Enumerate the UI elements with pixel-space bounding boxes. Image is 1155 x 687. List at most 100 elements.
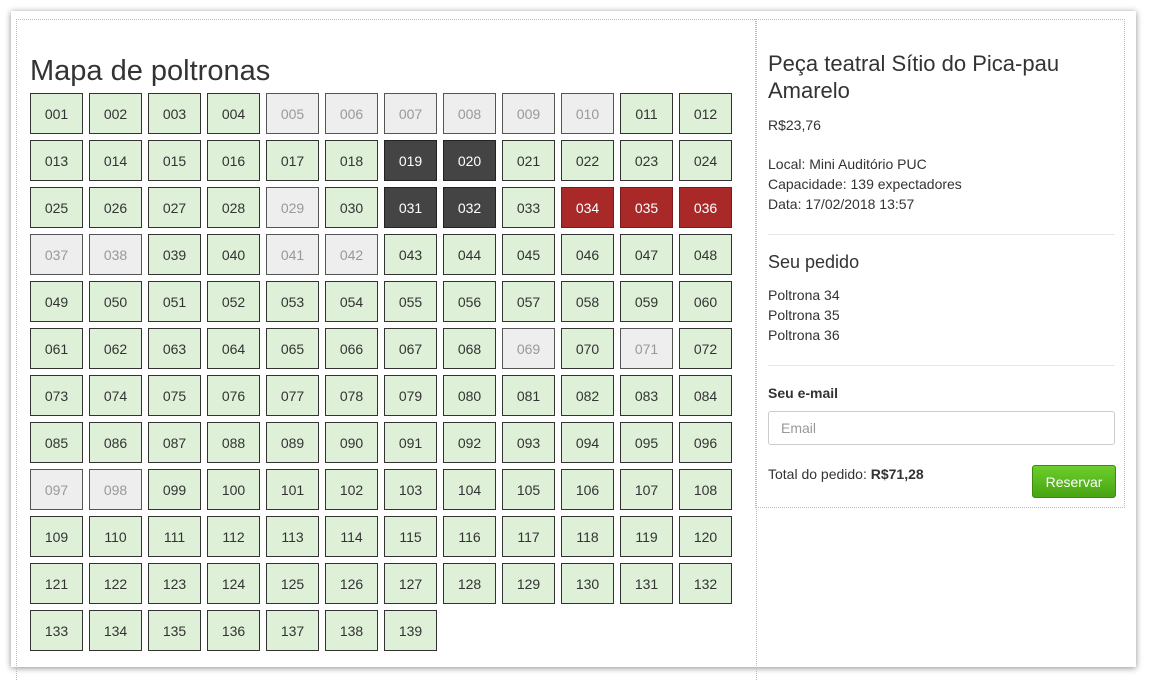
seat-055[interactable]: 055: [384, 281, 437, 322]
seat-015[interactable]: 015: [148, 140, 201, 181]
seat-093[interactable]: 093: [502, 422, 555, 463]
seat-038[interactable]: 038: [89, 234, 142, 275]
seat-042[interactable]: 042: [325, 234, 378, 275]
seat-041[interactable]: 041: [266, 234, 319, 275]
seat-112[interactable]: 112: [207, 516, 260, 557]
seat-071[interactable]: 071: [620, 328, 673, 369]
seat-029[interactable]: 029: [266, 187, 319, 228]
seat-076[interactable]: 076: [207, 375, 260, 416]
seat-105[interactable]: 105: [502, 469, 555, 510]
seat-094[interactable]: 094: [561, 422, 614, 463]
seat-025[interactable]: 025: [30, 187, 83, 228]
seat-005[interactable]: 005: [266, 93, 319, 134]
seat-028[interactable]: 028: [207, 187, 260, 228]
seat-121[interactable]: 121: [30, 563, 83, 604]
seat-118[interactable]: 118: [561, 516, 614, 557]
seat-110[interactable]: 110: [89, 516, 142, 557]
seat-012[interactable]: 012: [679, 93, 732, 134]
seat-101[interactable]: 101: [266, 469, 319, 510]
seat-061[interactable]: 061: [30, 328, 83, 369]
seat-124[interactable]: 124: [207, 563, 260, 604]
seat-054[interactable]: 054: [325, 281, 378, 322]
seat-109[interactable]: 109: [30, 516, 83, 557]
seat-045[interactable]: 045: [502, 234, 555, 275]
seat-047[interactable]: 047: [620, 234, 673, 275]
seat-036[interactable]: 036: [679, 187, 732, 228]
seat-008[interactable]: 008: [443, 93, 496, 134]
seat-082[interactable]: 082: [561, 375, 614, 416]
seat-127[interactable]: 127: [384, 563, 437, 604]
seat-092[interactable]: 092: [443, 422, 496, 463]
seat-019[interactable]: 019: [384, 140, 437, 181]
seat-043[interactable]: 043: [384, 234, 437, 275]
seat-067[interactable]: 067: [384, 328, 437, 369]
seat-134[interactable]: 134: [89, 610, 142, 651]
seat-020[interactable]: 020: [443, 140, 496, 181]
seat-003[interactable]: 003: [148, 93, 201, 134]
seat-049[interactable]: 049: [30, 281, 83, 322]
seat-080[interactable]: 080: [443, 375, 496, 416]
seat-057[interactable]: 057: [502, 281, 555, 322]
seat-137[interactable]: 137: [266, 610, 319, 651]
seat-129[interactable]: 129: [502, 563, 555, 604]
email-input[interactable]: [768, 411, 1115, 445]
seat-106[interactable]: 106: [561, 469, 614, 510]
seat-098[interactable]: 098: [89, 469, 142, 510]
seat-128[interactable]: 128: [443, 563, 496, 604]
seat-010[interactable]: 010: [561, 93, 614, 134]
seat-107[interactable]: 107: [620, 469, 673, 510]
seat-086[interactable]: 086: [89, 422, 142, 463]
seat-021[interactable]: 021: [502, 140, 555, 181]
seat-033[interactable]: 033: [502, 187, 555, 228]
seat-052[interactable]: 052: [207, 281, 260, 322]
seat-108[interactable]: 108: [679, 469, 732, 510]
seat-099[interactable]: 099: [148, 469, 201, 510]
seat-013[interactable]: 013: [30, 140, 83, 181]
seat-034[interactable]: 034: [561, 187, 614, 228]
seat-125[interactable]: 125: [266, 563, 319, 604]
seat-039[interactable]: 039: [148, 234, 201, 275]
seat-095[interactable]: 095: [620, 422, 673, 463]
seat-050[interactable]: 050: [89, 281, 142, 322]
seat-113[interactable]: 113: [266, 516, 319, 557]
seat-116[interactable]: 116: [443, 516, 496, 557]
seat-100[interactable]: 100: [207, 469, 260, 510]
seat-018[interactable]: 018: [325, 140, 378, 181]
seat-022[interactable]: 022: [561, 140, 614, 181]
seat-069[interactable]: 069: [502, 328, 555, 369]
seat-114[interactable]: 114: [325, 516, 378, 557]
seat-051[interactable]: 051: [148, 281, 201, 322]
seat-083[interactable]: 083: [620, 375, 673, 416]
seat-046[interactable]: 046: [561, 234, 614, 275]
seat-135[interactable]: 135: [148, 610, 201, 651]
seat-059[interactable]: 059: [620, 281, 673, 322]
seat-066[interactable]: 066: [325, 328, 378, 369]
seat-017[interactable]: 017: [266, 140, 319, 181]
seat-103[interactable]: 103: [384, 469, 437, 510]
seat-037[interactable]: 037: [30, 234, 83, 275]
seat-102[interactable]: 102: [325, 469, 378, 510]
seat-011[interactable]: 011: [620, 93, 673, 134]
seat-060[interactable]: 060: [679, 281, 732, 322]
seat-007[interactable]: 007: [384, 93, 437, 134]
seat-026[interactable]: 026: [89, 187, 142, 228]
seat-120[interactable]: 120: [679, 516, 732, 557]
seat-064[interactable]: 064: [207, 328, 260, 369]
seat-088[interactable]: 088: [207, 422, 260, 463]
seat-078[interactable]: 078: [325, 375, 378, 416]
seat-119[interactable]: 119: [620, 516, 673, 557]
seat-063[interactable]: 063: [148, 328, 201, 369]
seat-024[interactable]: 024: [679, 140, 732, 181]
seat-091[interactable]: 091: [384, 422, 437, 463]
seat-123[interactable]: 123: [148, 563, 201, 604]
seat-089[interactable]: 089: [266, 422, 319, 463]
seat-009[interactable]: 009: [502, 93, 555, 134]
seat-014[interactable]: 014: [89, 140, 142, 181]
seat-077[interactable]: 077: [266, 375, 319, 416]
seat-062[interactable]: 062: [89, 328, 142, 369]
seat-111[interactable]: 111: [148, 516, 201, 557]
seat-044[interactable]: 044: [443, 234, 496, 275]
seat-138[interactable]: 138: [325, 610, 378, 651]
seat-115[interactable]: 115: [384, 516, 437, 557]
seat-075[interactable]: 075: [148, 375, 201, 416]
